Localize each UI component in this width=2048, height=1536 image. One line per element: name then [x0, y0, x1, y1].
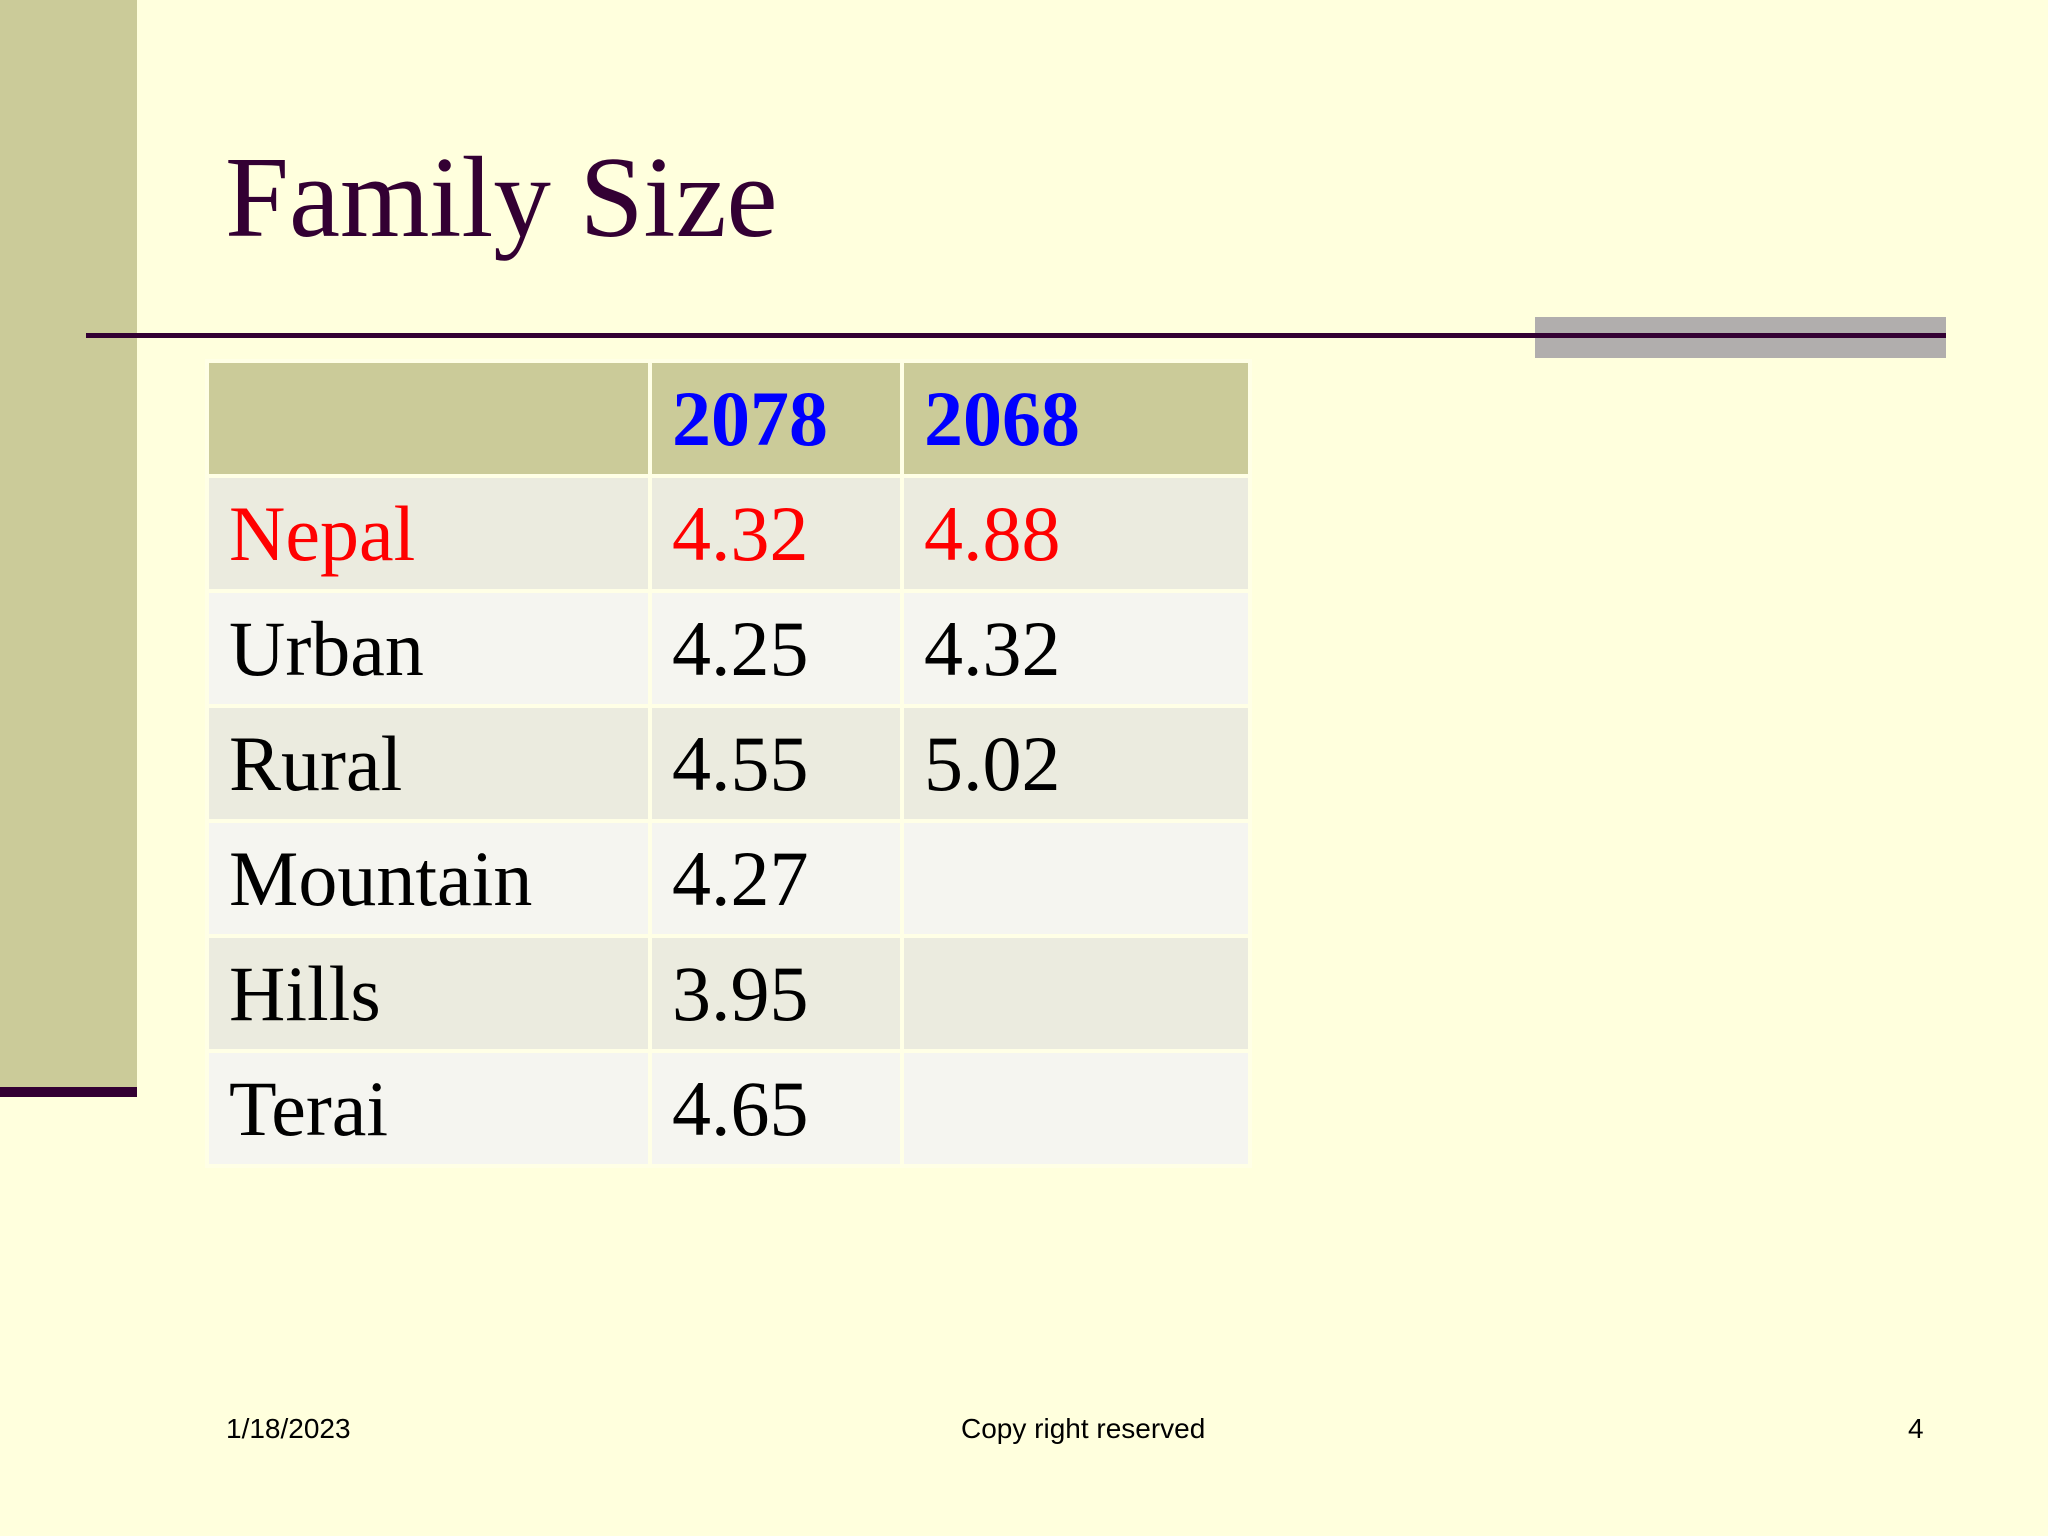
cell-2078: 4.65 [648, 1049, 904, 1168]
table-row-mountain: Mountain 4.27 [205, 819, 1252, 938]
slide-title: Family Size [225, 134, 778, 261]
row-label: Rural [205, 704, 652, 823]
left-accent-bar [0, 0, 137, 1090]
row-label: Mountain [205, 819, 652, 938]
table-row-nepal: Nepal 4.32 4.88 [205, 474, 1252, 593]
header-cell-empty [205, 359, 652, 478]
table-row-urban: Urban 4.25 4.32 [205, 589, 1252, 708]
header-cell-2078: 2078 [648, 359, 904, 478]
row-label: Urban [205, 589, 652, 708]
cell-2068 [900, 1049, 1252, 1168]
cell-2068 [900, 934, 1252, 1053]
family-size-table: 2078 2068 Nepal 4.32 4.88 Urban 4.25 4.3… [205, 359, 1252, 1168]
footer-copyright: Copy right reserved [961, 1413, 1206, 1444]
cell-2078: 4.32 [648, 474, 904, 593]
row-label: Nepal [205, 474, 652, 593]
left-accent-underline [0, 1087, 137, 1097]
title-rule [86, 333, 1946, 338]
table-row-terai: Terai 4.65 [205, 1049, 1252, 1168]
row-label: Hills [205, 934, 652, 1053]
slide-number: 4 [1908, 1413, 1924, 1444]
table-header-row: 2078 2068 [205, 359, 1252, 478]
footer-date: 1/18/2023 [226, 1413, 351, 1444]
table-row-rural: Rural 4.55 5.02 [205, 704, 1252, 823]
cell-2078: 4.25 [648, 589, 904, 708]
cell-2078: 4.27 [648, 819, 904, 938]
cell-2068 [900, 819, 1252, 938]
header-cell-2068: 2068 [900, 359, 1252, 478]
cell-2078: 4.55 [648, 704, 904, 823]
cell-2078: 3.95 [648, 934, 904, 1053]
cell-2068: 4.32 [900, 589, 1252, 708]
cell-2068: 4.88 [900, 474, 1252, 593]
table-row-hills: Hills 3.95 [205, 934, 1252, 1053]
cell-2068: 5.02 [900, 704, 1252, 823]
row-label: Terai [205, 1049, 652, 1168]
